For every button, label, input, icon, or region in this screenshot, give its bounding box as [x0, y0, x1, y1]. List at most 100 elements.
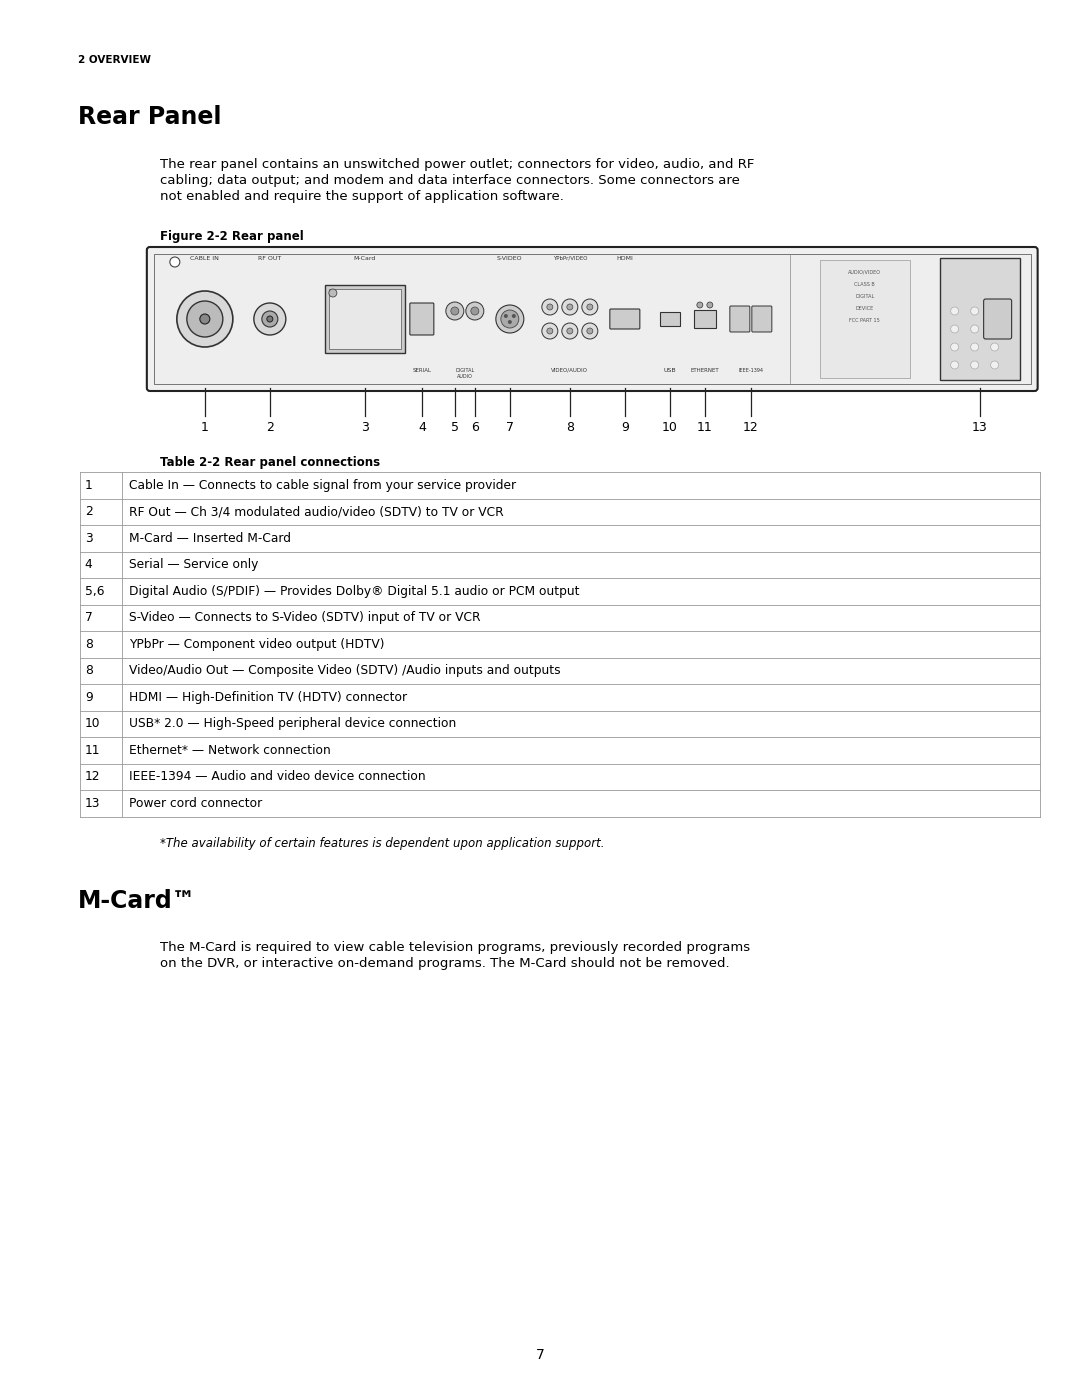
Circle shape — [971, 344, 978, 351]
Text: 6: 6 — [471, 420, 478, 434]
Bar — [940, 258, 1020, 380]
Text: 4: 4 — [418, 420, 426, 434]
Circle shape — [328, 289, 337, 298]
Circle shape — [465, 302, 484, 320]
Circle shape — [508, 320, 512, 324]
Circle shape — [971, 326, 978, 332]
Bar — [325, 285, 405, 353]
Circle shape — [586, 305, 593, 310]
Circle shape — [546, 328, 553, 334]
Circle shape — [586, 328, 593, 334]
Text: *The availability of certain features is dependent upon application support.: *The availability of certain features is… — [160, 837, 605, 849]
Circle shape — [187, 300, 222, 337]
FancyBboxPatch shape — [409, 303, 434, 335]
Text: IEEE-1394 — Audio and video device connection: IEEE-1394 — Audio and video device conne… — [129, 770, 426, 784]
Text: Power cord connector: Power cord connector — [129, 796, 262, 810]
Circle shape — [990, 360, 999, 369]
Text: 13: 13 — [84, 796, 100, 810]
Text: 13: 13 — [972, 420, 987, 434]
Text: SERIAL: SERIAL — [413, 367, 431, 373]
Text: Video/Audio Out — Composite Video (SDTV) /Audio inputs and outputs: Video/Audio Out — Composite Video (SDTV)… — [129, 664, 561, 678]
Circle shape — [582, 299, 598, 314]
Text: CLASS B: CLASS B — [854, 282, 875, 286]
Circle shape — [567, 328, 572, 334]
Text: 1: 1 — [84, 479, 93, 492]
FancyBboxPatch shape — [610, 309, 639, 330]
Text: AUDIO/VIDEO: AUDIO/VIDEO — [849, 270, 881, 275]
Text: Ethernet* — Network connection: Ethernet* — Network connection — [129, 743, 330, 757]
Text: 3: 3 — [361, 420, 368, 434]
Text: CABLE IN: CABLE IN — [190, 256, 219, 261]
Circle shape — [261, 312, 278, 327]
Text: 8: 8 — [84, 664, 93, 678]
Circle shape — [950, 360, 959, 369]
Text: 9: 9 — [621, 420, 629, 434]
Circle shape — [697, 302, 703, 307]
Circle shape — [990, 307, 999, 314]
Text: 3: 3 — [84, 532, 93, 545]
Circle shape — [950, 326, 959, 332]
Bar — [328, 289, 401, 349]
Text: 11: 11 — [697, 420, 713, 434]
Text: 11: 11 — [84, 743, 100, 757]
Text: not enabled and require the support of application software.: not enabled and require the support of a… — [160, 190, 564, 203]
Text: 2: 2 — [84, 506, 93, 518]
Text: Rear Panel: Rear Panel — [78, 105, 221, 129]
Text: 5,6: 5,6 — [84, 585, 105, 598]
Bar — [820, 260, 909, 379]
FancyBboxPatch shape — [730, 306, 750, 332]
Text: RF Out — Ch 3/4 modulated audio/video (SDTV) to TV or VCR: RF Out — Ch 3/4 modulated audio/video (S… — [129, 506, 503, 518]
Circle shape — [450, 307, 459, 314]
Text: 9: 9 — [84, 690, 93, 704]
Text: IEEE-1394: IEEE-1394 — [739, 367, 764, 373]
Circle shape — [546, 305, 553, 310]
Text: 7: 7 — [505, 420, 514, 434]
Text: DIGITAL
AUDIO: DIGITAL AUDIO — [455, 367, 474, 379]
Text: Serial — Service only: Serial — Service only — [129, 559, 258, 571]
Text: USB: USB — [663, 367, 676, 373]
Circle shape — [512, 314, 516, 319]
Text: 1: 1 — [201, 420, 208, 434]
Text: The M-Card is required to view cable television programs, previously recorded pr: The M-Card is required to view cable tel… — [160, 940, 750, 954]
Circle shape — [504, 314, 508, 319]
Text: YPbPr — Component video output (HDTV): YPbPr — Component video output (HDTV) — [129, 638, 384, 651]
Bar — [153, 254, 1030, 384]
Text: 7: 7 — [84, 612, 93, 624]
Circle shape — [200, 314, 210, 324]
Text: 12: 12 — [84, 770, 100, 784]
Text: 5: 5 — [450, 420, 459, 434]
FancyBboxPatch shape — [984, 299, 1012, 339]
Text: HDMI — High-Definition TV (HDTV) connector: HDMI — High-Definition TV (HDTV) connect… — [129, 690, 407, 704]
Circle shape — [971, 360, 978, 369]
Text: 8: 8 — [84, 638, 93, 651]
FancyBboxPatch shape — [147, 247, 1038, 391]
Text: S-Video — Connects to S-Video (SDTV) input of TV or VCR: S-Video — Connects to S-Video (SDTV) inp… — [129, 612, 481, 624]
Text: Digital Audio (S/PDIF) — Provides Dolby® Digital 5.1 audio or PCM output: Digital Audio (S/PDIF) — Provides Dolby®… — [129, 585, 579, 598]
Circle shape — [567, 305, 572, 310]
Circle shape — [950, 307, 959, 314]
Text: 10: 10 — [84, 717, 100, 731]
Text: 8: 8 — [566, 420, 573, 434]
Text: M-Card — Inserted M-Card: M-Card — Inserted M-Card — [129, 532, 291, 545]
Circle shape — [267, 316, 273, 321]
Circle shape — [706, 302, 713, 307]
Circle shape — [446, 302, 463, 320]
Circle shape — [170, 257, 180, 267]
Circle shape — [177, 291, 233, 346]
Text: 4: 4 — [84, 559, 93, 571]
Circle shape — [971, 307, 978, 314]
Text: RF OUT: RF OUT — [258, 256, 282, 261]
Circle shape — [501, 310, 518, 328]
Text: 10: 10 — [662, 420, 678, 434]
Bar — [693, 310, 716, 328]
Text: Table 2-2 Rear panel connections: Table 2-2 Rear panel connections — [160, 455, 380, 469]
Text: on the DVR, or interactive on-demand programs. The M-Card should not be removed.: on the DVR, or interactive on-demand pro… — [160, 957, 729, 970]
Text: cabling; data output; and modem and data interface connectors. Some connectors a: cabling; data output; and modem and data… — [160, 175, 740, 187]
Bar — [660, 312, 679, 326]
Text: 2 OVERVIEW: 2 OVERVIEW — [78, 54, 151, 66]
Text: YPbPr/VIDEO: YPbPr/VIDEO — [553, 256, 588, 261]
Text: DEVICE: DEVICE — [855, 306, 874, 312]
Text: S-VIDEO: S-VIDEO — [497, 256, 523, 261]
Circle shape — [582, 323, 598, 339]
Text: DIGITAL: DIGITAL — [855, 293, 875, 299]
